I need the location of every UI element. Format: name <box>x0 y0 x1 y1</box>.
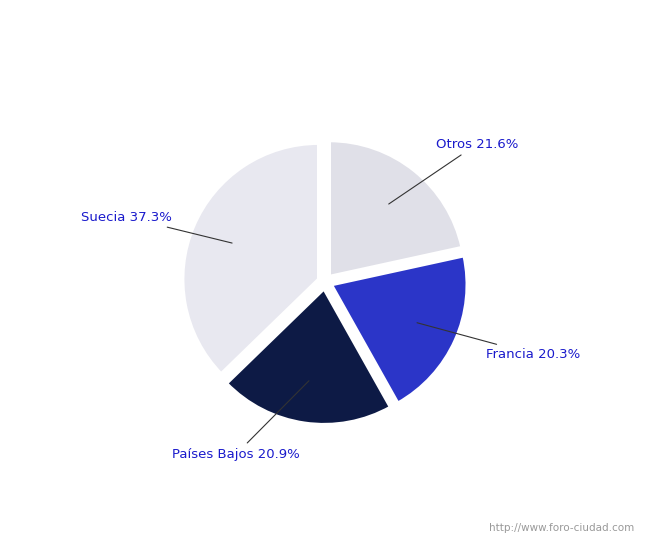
Wedge shape <box>226 289 391 425</box>
Text: Francia 20.3%: Francia 20.3% <box>417 323 580 361</box>
Wedge shape <box>330 141 462 277</box>
Text: Países Bajos 20.9%: Países Bajos 20.9% <box>172 381 309 461</box>
Text: Riópar - Turistas extranjeros según país - Abril de 2024: Riópar - Turistas extranjeros según país… <box>104 14 546 31</box>
Text: Otros 21.6%: Otros 21.6% <box>389 138 518 204</box>
Wedge shape <box>183 143 318 374</box>
Wedge shape <box>332 256 467 403</box>
Text: http://www.foro-ciudad.com: http://www.foro-ciudad.com <box>489 523 634 534</box>
Text: Suecia 37.3%: Suecia 37.3% <box>81 211 232 243</box>
